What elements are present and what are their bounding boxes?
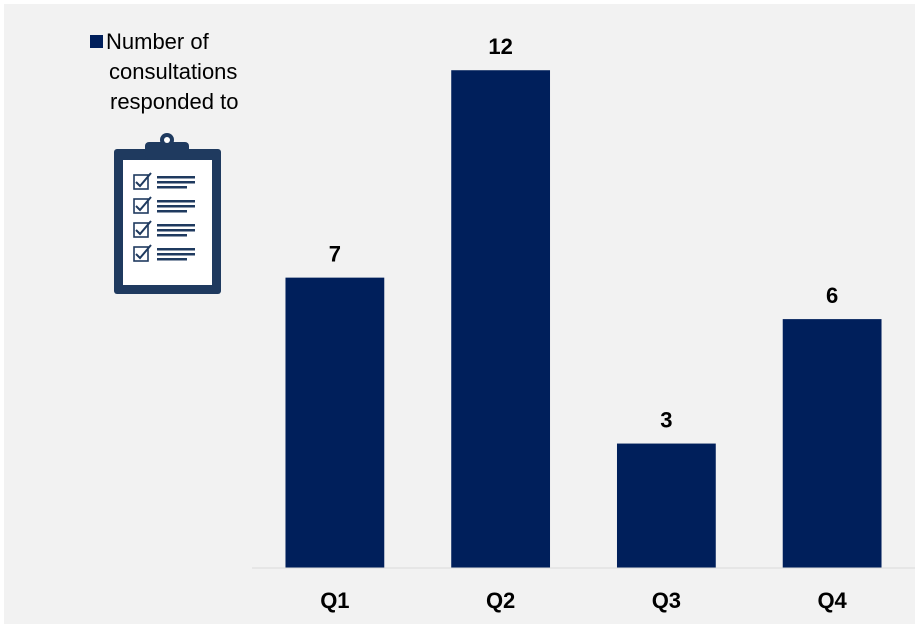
- legend-line-2: consultations: [109, 59, 237, 84]
- data-label-q1: 7: [329, 242, 341, 267]
- tick-label-q4: Q4: [817, 588, 847, 613]
- legend-swatch: [90, 35, 103, 48]
- tick-label-q2: Q2: [486, 588, 515, 613]
- tick-label-q3: Q3: [652, 588, 681, 613]
- data-label-q2: 12: [488, 34, 512, 59]
- tick-label-q1: Q1: [320, 588, 349, 613]
- data-label-q3: 3: [660, 408, 672, 433]
- data-labels: 7 12 3 6: [329, 34, 839, 432]
- data-label-q4: 6: [826, 283, 838, 308]
- clipboard-checklist-icon: [114, 133, 221, 294]
- bar-q4: [782, 319, 882, 568]
- bars: [285, 70, 882, 568]
- bar-chart: Number of consultations responded to 7 12…: [90, 29, 915, 613]
- legend-line-3: responded to: [110, 89, 238, 114]
- bar-q2: [451, 70, 551, 568]
- chart-frame: Number of consultations responded to 7 12…: [4, 4, 915, 624]
- x-tick-labels: Q1 Q2 Q3 Q4: [320, 588, 847, 613]
- bar-q1: [285, 277, 385, 568]
- legend: Number of consultations responded to: [90, 29, 238, 114]
- legend-line-1: Number of: [106, 29, 210, 54]
- bar-q3: [616, 443, 716, 568]
